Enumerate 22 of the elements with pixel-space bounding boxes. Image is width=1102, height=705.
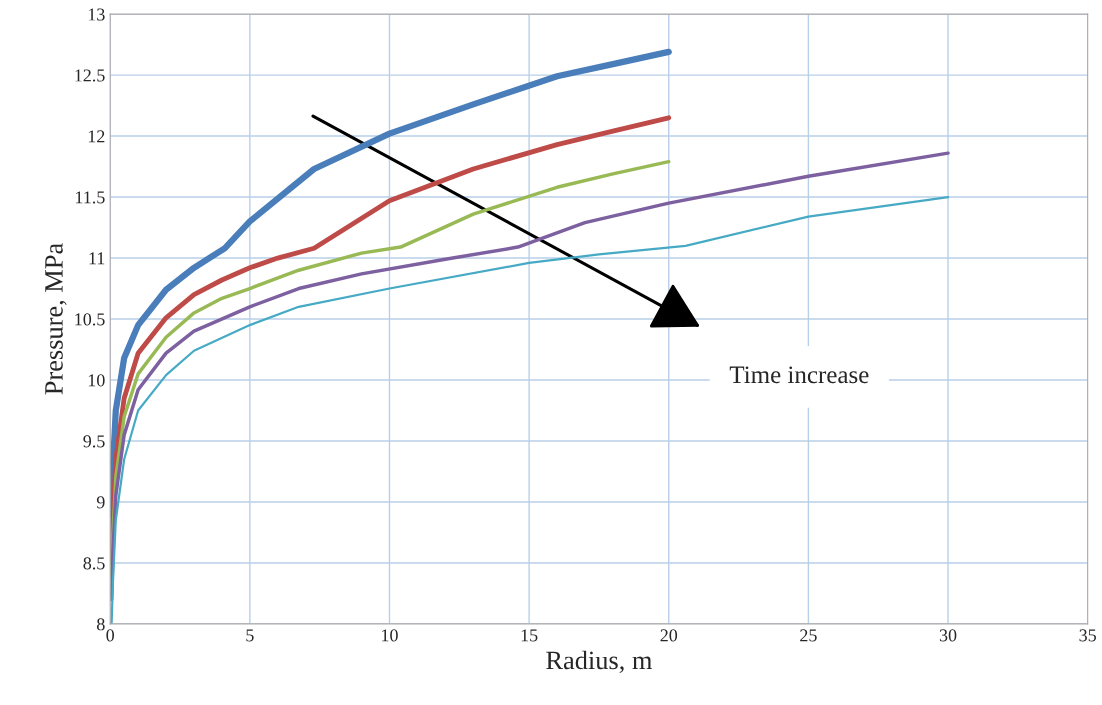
y-tick-label: 10: [88, 374, 105, 387]
y-axis-title: Pressure, MPa: [45, 243, 67, 395]
annotation: Time increase: [729, 366, 869, 384]
y-tick-label: 8: [97, 618, 105, 631]
x-tick-label: 10: [382, 629, 398, 642]
y-tick-label: 10.5: [75, 313, 105, 326]
x-tick-label: 0: [106, 629, 115, 642]
x-tick-label: 35: [1079, 629, 1096, 642]
y-tick-label: 9: [96, 496, 105, 509]
y-tick-label: 11.5: [76, 191, 105, 204]
x-tick-label: 30: [939, 629, 957, 642]
y-tick-label: 9.5: [83, 435, 105, 448]
y-tick-label: 11: [89, 252, 105, 265]
y-tick-label: 12: [88, 130, 105, 143]
x-tick-label: 5: [246, 629, 254, 642]
x-tick-label: 20: [660, 629, 678, 642]
x-tick-label: 15: [521, 629, 538, 642]
y-tick-label: 13: [88, 8, 105, 21]
y-tick-label: 8.5: [83, 557, 105, 570]
x-tick-label: 25: [800, 629, 817, 642]
y-tick-label: 12.5: [75, 69, 105, 82]
x-axis-title: Radius, m: [546, 650, 653, 674]
